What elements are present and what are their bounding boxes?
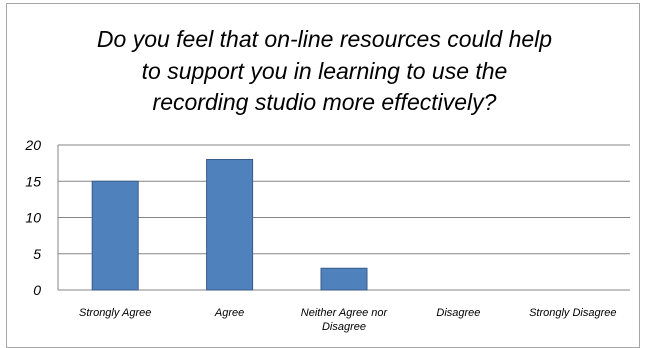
y-tick-label: 10	[25, 210, 41, 226]
x-category-label: Neither Agree nor	[301, 307, 389, 319]
bar	[206, 159, 254, 291]
y-tick-label: 0	[33, 282, 41, 298]
chart-title-line-1: Do you feel that on-line resources could…	[96, 26, 553, 52]
chart-title-line-2: to support you in learning to use the	[141, 57, 508, 84]
x-category-label: Disagree	[322, 321, 366, 333]
x-category-label: Disagree	[436, 307, 480, 319]
bar	[91, 180, 139, 291]
chart-title-line-3: recording studio more effectively?	[152, 89, 497, 115]
y-tick-label: 5	[33, 246, 41, 262]
bar	[320, 267, 368, 291]
chart-title: Do you feel that on-line resources could…	[0, 24, 649, 119]
y-tick-label: 20	[24, 137, 41, 153]
x-category-label: Strongly Disagree	[529, 307, 616, 319]
x-category-label: Strongly Agree	[79, 307, 151, 319]
x-category-label: Agree	[214, 307, 244, 319]
y-tick-label: 15	[25, 173, 41, 189]
